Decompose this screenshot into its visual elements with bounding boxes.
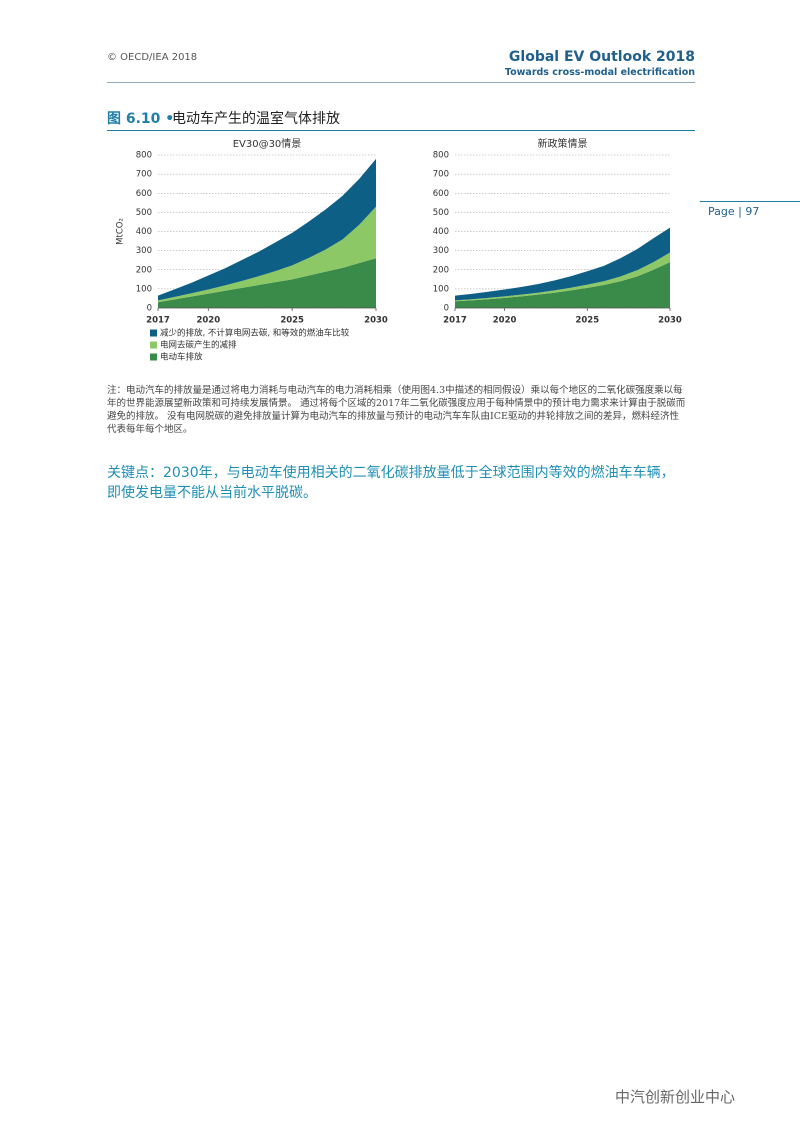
y-tick-label: 500 xyxy=(433,208,449,218)
legend-entry: 减少的排放, 不计算电网去碳, 和等效的燃油车比较 xyxy=(160,328,350,339)
x-tick-label: 2030 xyxy=(658,316,682,326)
y-tick-label: 500 xyxy=(136,208,152,218)
legend-entry: 电动车排放 xyxy=(160,352,203,363)
area xyxy=(158,206,376,303)
y-tick-label: 200 xyxy=(433,265,449,275)
charts: EV30@30情景 MtCO₂ 0 100 200 300 400 500 600 700 800 2… xyxy=(116,137,682,363)
y-tick-label: 400 xyxy=(136,227,152,237)
y-tick-label: 200 xyxy=(136,265,152,275)
legend-swatch xyxy=(150,353,157,361)
y-tick-label: 100 xyxy=(433,284,449,294)
area xyxy=(455,262,670,308)
chart-title: EV30@30情景 xyxy=(233,137,302,150)
legend-swatch xyxy=(150,329,157,337)
area xyxy=(455,252,670,302)
copyright: © OECD/IEA 2018 xyxy=(107,52,198,63)
figure-title: 电动车产生的温室气体排放 xyxy=(172,111,340,127)
x-tick-label: 2017 xyxy=(443,316,467,326)
watermark: 中汽创新创业中心 xyxy=(615,1088,736,1106)
area xyxy=(455,227,670,301)
x-tick-label: 2020 xyxy=(493,316,517,326)
figure-rule xyxy=(107,130,695,131)
x-tick-label: 2030 xyxy=(364,316,388,326)
x-tick-label: 2025 xyxy=(280,316,304,326)
area xyxy=(158,158,376,301)
y-tick-label: 300 xyxy=(136,246,152,256)
y-tick-label: 700 xyxy=(433,170,449,180)
y-tick-label: 0 xyxy=(444,304,449,314)
y-tick-label: 100 xyxy=(136,284,152,294)
figure-label: 图 6.10 • xyxy=(107,111,175,127)
report-title: Global EV Outlook 2018 xyxy=(508,49,695,65)
page-rule xyxy=(700,201,800,202)
page-number: Page | 97 xyxy=(708,205,760,218)
y-tick-label: 600 xyxy=(433,189,449,199)
area xyxy=(158,258,376,308)
x-tick-label: 2020 xyxy=(196,316,220,326)
y-tick-label: 800 xyxy=(136,151,152,161)
x-tick-label: 2025 xyxy=(575,316,599,326)
x-tick-label: 2017 xyxy=(146,316,170,326)
chart-title: 新政策情景 xyxy=(538,137,588,150)
y-tick-label: 800 xyxy=(433,151,449,161)
legend-swatch xyxy=(150,341,157,349)
note: 注：电动汽车的排放量是通过将电力消耗与电动汽车的电力消耗相乘（使用图4.3中描述… xyxy=(107,385,686,435)
report-subtitle: Towards cross-modal electrification xyxy=(504,67,695,78)
legend-entry: 电网去碳产生的减排 xyxy=(160,340,237,351)
y-axis-label: MtCO₂ xyxy=(116,218,126,245)
y-tick-label: 400 xyxy=(433,227,449,237)
y-tick-label: 300 xyxy=(433,246,449,256)
y-tick-label: 0 xyxy=(147,304,152,314)
header-rule xyxy=(107,82,695,83)
y-tick-label: 700 xyxy=(136,170,152,180)
y-tick-label: 600 xyxy=(136,189,152,199)
key-point: 关键点：2030年，与电动车使用相关的二氧化碳排放量低于全球范围内等效的燃油车车… xyxy=(107,465,675,501)
